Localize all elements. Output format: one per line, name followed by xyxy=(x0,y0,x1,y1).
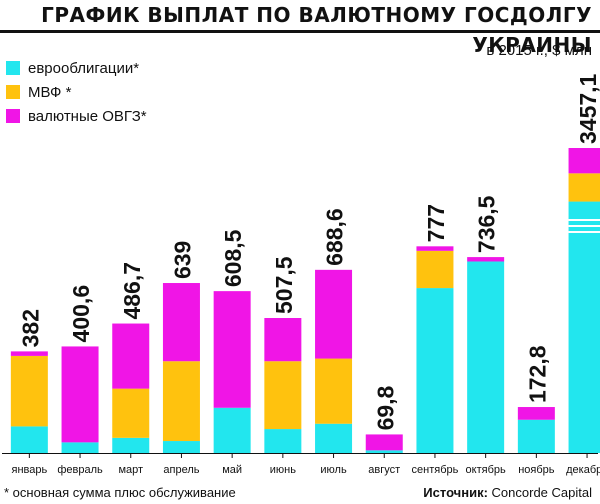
x-tick-label: август xyxy=(368,464,400,476)
bar-segment-eurobonds xyxy=(264,429,302,453)
bar-segment-ovgz xyxy=(568,148,600,174)
data-label: 172,8 xyxy=(524,345,550,403)
legend-swatch-eurobonds xyxy=(6,61,20,75)
bar-segment-eurobonds xyxy=(10,426,48,453)
bar-segment-imf xyxy=(416,250,454,289)
bar-segment-imf xyxy=(264,361,302,430)
unit-label: в 2015 г., $ млн xyxy=(486,42,592,59)
bar-segment-ovgz xyxy=(416,246,454,251)
bar-segment-eurobonds xyxy=(517,419,555,453)
legend-label-eurobonds: еврооблигации* xyxy=(28,59,140,77)
bar-segment-ovgz xyxy=(10,351,48,356)
x-tick-label: сентябрь xyxy=(412,464,459,476)
bar-segment-imf xyxy=(315,358,353,424)
bar-segment-ovgz xyxy=(162,283,200,362)
legend-swatch-imf xyxy=(6,85,20,99)
x-tick-label: октябрь xyxy=(466,464,506,476)
axis-break-stripe xyxy=(568,231,600,233)
data-label: 400,6 xyxy=(68,285,94,343)
chart-title: ГРАФИК ВЫПЛАТ ПО ВАЛЮТНОМУ ГОСДОЛГУ УКРА… xyxy=(41,3,592,57)
data-label: 382 xyxy=(17,309,43,347)
data-label: 736,5 xyxy=(474,195,500,253)
data-label: 69,8 xyxy=(372,385,398,430)
legend-label-imf: МВФ * xyxy=(28,83,72,101)
x-tick-label: апрель xyxy=(163,464,199,476)
bar-segment-eurobonds xyxy=(568,201,600,453)
data-label: 688,6 xyxy=(322,208,348,266)
x-tick-label: январь xyxy=(11,464,47,476)
data-label: 777 xyxy=(423,204,449,242)
data-label: 639 xyxy=(169,241,195,279)
data-label: 608,5 xyxy=(220,229,246,287)
bar-segment-eurobonds xyxy=(416,288,454,453)
bar-segment-eurobonds xyxy=(315,423,353,453)
legend: еврооблигации* МВФ * валютные ОВГЗ* xyxy=(6,56,147,128)
title-underline xyxy=(0,30,600,33)
bar-segment-imf xyxy=(162,361,200,442)
bar-segment-ovgz xyxy=(112,323,150,389)
bar-segment-ovgz xyxy=(264,318,302,362)
source-credit: Источник: Concorde Capital xyxy=(423,485,592,500)
axis-break-stripe xyxy=(568,225,600,227)
x-tick-label: май xyxy=(222,464,242,476)
bar-segment-imf xyxy=(112,388,150,438)
bar-segment-ovgz xyxy=(315,269,353,359)
x-tick-label: февраль xyxy=(57,464,103,476)
bar-segment-imf xyxy=(10,355,48,427)
legend-swatch-ovgz xyxy=(6,109,20,123)
bar-segment-eurobonds xyxy=(112,437,150,453)
legend-item-ovgz: валютные ОВГЗ* xyxy=(6,104,147,128)
data-label: 507,5 xyxy=(271,256,297,314)
bar-segment-ovgz xyxy=(61,346,99,443)
bar-segment-eurobonds xyxy=(213,407,251,453)
bar-segment-ovgz xyxy=(517,407,555,420)
source-label: Источник: xyxy=(423,485,488,500)
legend-item-eurobonds: еврооблигации* xyxy=(6,56,147,80)
bar-segment-eurobonds xyxy=(162,441,200,453)
bar-segment-ovgz xyxy=(365,434,403,451)
axis-break-stripe xyxy=(568,219,600,221)
x-tick-label: июнь xyxy=(270,464,296,476)
data-label: 3457,1 xyxy=(575,73,600,144)
x-tick-label: март xyxy=(118,464,143,476)
bar-segment-imf xyxy=(568,173,600,202)
bar-segment-eurobonds xyxy=(365,450,403,453)
x-tick-label: июль xyxy=(320,464,347,476)
legend-label-ovgz: валютные ОВГЗ* xyxy=(28,107,147,125)
footnote: * основная сумма плюс обслуживание xyxy=(4,485,236,500)
data-label: 486,7 xyxy=(119,262,145,320)
legend-item-imf: МВФ * xyxy=(6,80,147,104)
source-value: Concorde Capital xyxy=(491,485,592,500)
x-tick-label: декабрь xyxy=(566,464,600,476)
bar-segment-ovgz xyxy=(467,257,505,262)
bar-segment-eurobonds xyxy=(61,442,99,453)
bar-segment-eurobonds xyxy=(467,261,505,453)
x-tick-label: ноябрь xyxy=(518,464,555,476)
bar-segment-ovgz xyxy=(213,291,251,408)
